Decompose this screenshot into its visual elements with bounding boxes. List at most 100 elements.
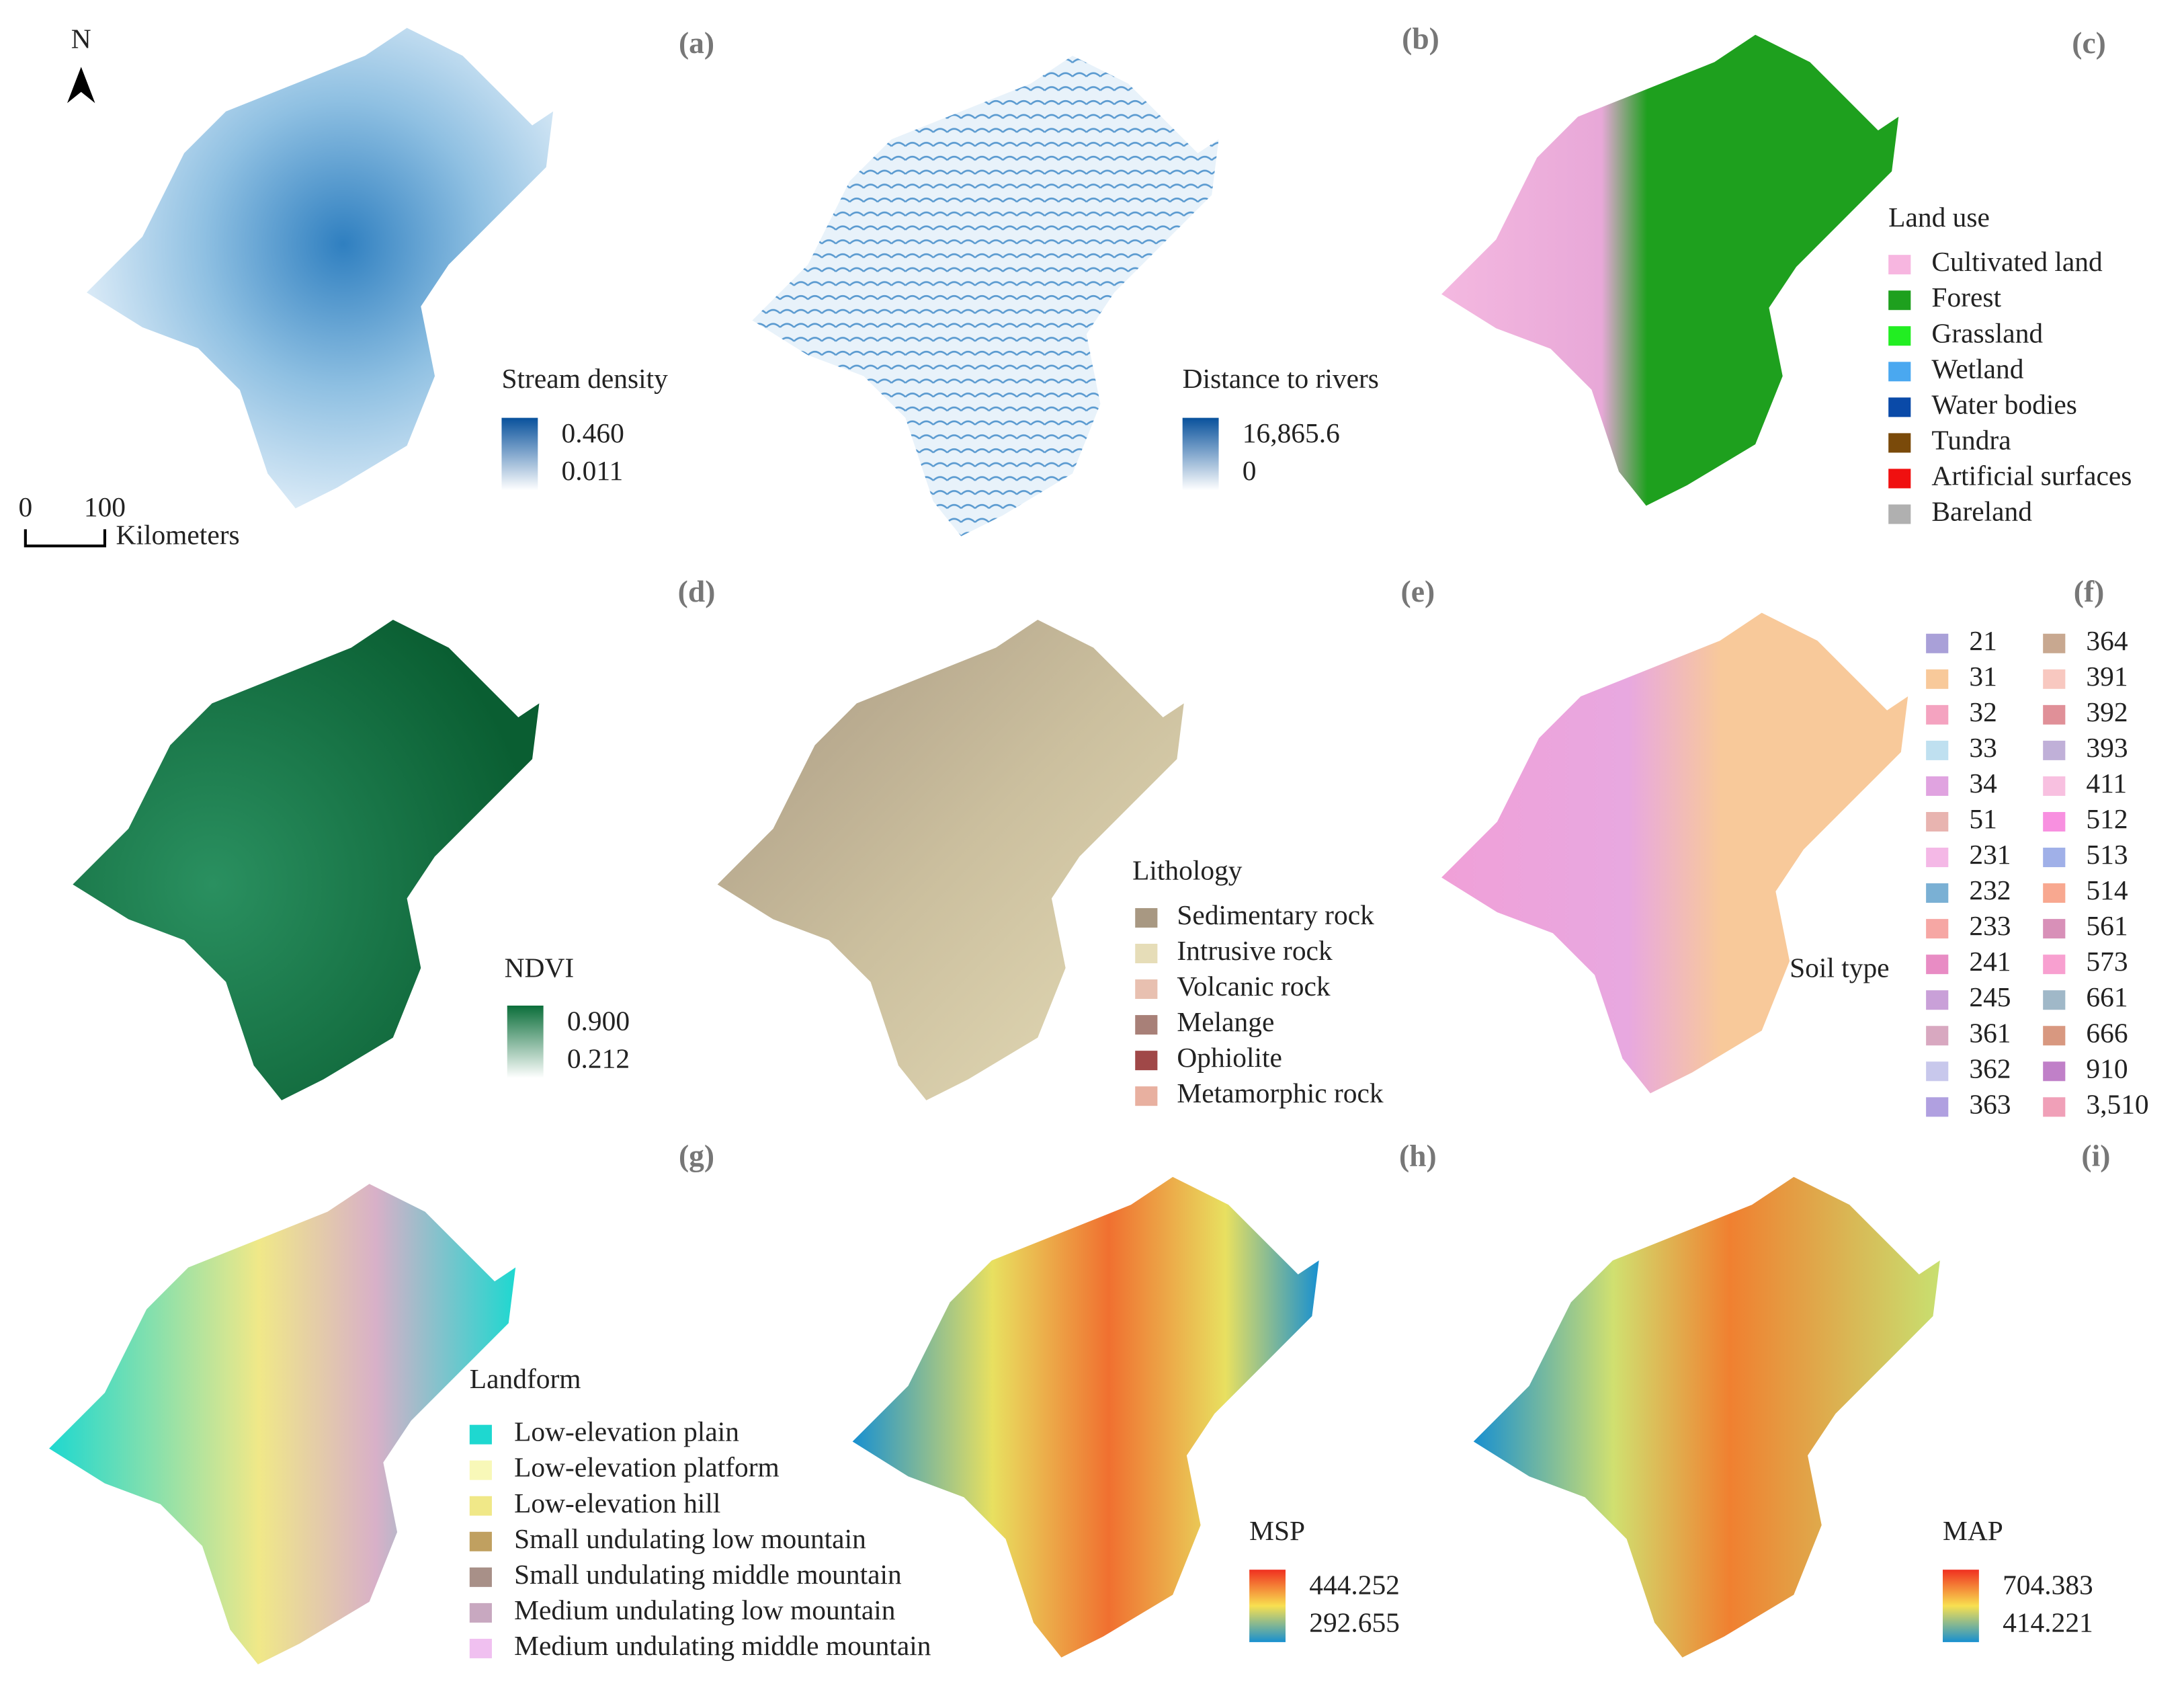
legend-item: 392: [2086, 696, 2128, 727]
legend-swatch: [1926, 955, 1949, 975]
legend-item: 51: [1969, 803, 1997, 834]
legend-item: 364: [2086, 625, 2128, 656]
legend-item: 411: [2086, 768, 2127, 799]
map-area: [73, 620, 540, 1100]
legend-item: Sedimentary rock: [1177, 899, 1374, 930]
color-ramp: [1943, 1570, 1979, 1642]
legend-swatch: [1135, 907, 1158, 928]
legend-item: 666: [2086, 1017, 2128, 1048]
north-label: N: [71, 24, 91, 54]
legend-swatch: [1135, 943, 1158, 964]
legend-swatch: [1926, 1061, 1949, 1082]
legend-item: 513: [2086, 839, 2128, 870]
legend-item: Small undulating low mountain: [514, 1523, 866, 1554]
legend-swatch: [2043, 811, 2066, 832]
legend-max: 16,865.6: [1243, 417, 1340, 448]
legend-item: 231: [1969, 839, 2011, 870]
legend-item: Medium undulating low mountain: [514, 1594, 896, 1625]
legend-title: Stream density: [501, 363, 668, 394]
legend-swatch: [1926, 704, 1949, 725]
legend-swatch: [1926, 883, 1949, 903]
legend-swatch: [1888, 362, 1911, 382]
legend-title: Land use: [1888, 202, 1990, 233]
legend-swatch: [1888, 397, 1911, 417]
legend-item: Metamorphic rock: [1177, 1078, 1384, 1108]
legend-item: Medium undulating middle mountain: [514, 1630, 931, 1661]
legend-max: 704.383: [2003, 1570, 2093, 1600]
legend-item: Melange: [1177, 1006, 1274, 1037]
panel-label: (d): [678, 574, 716, 608]
legend-swatch: [2043, 883, 2066, 903]
map-area: [1441, 34, 1899, 506]
legend-item: 573: [2086, 946, 2128, 977]
map-area: [752, 55, 1219, 536]
legend-swatch: [2043, 990, 2066, 1010]
legend-swatch: [1926, 811, 1949, 832]
legend-swatch: [2043, 776, 2066, 796]
legend-swatch: [1926, 1097, 1949, 1117]
legend-item: Forest: [1931, 282, 2001, 313]
legend-swatch: [1926, 990, 1949, 1010]
legend-item: 514: [2086, 875, 2128, 905]
map-area: [852, 1176, 1319, 1658]
panel-label: (i): [2081, 1138, 2110, 1172]
color-ramp: [1249, 1570, 1286, 1642]
legend-max: 0.460: [562, 417, 624, 448]
panel-label: (b): [1402, 22, 1439, 56]
legend-swatch: [1888, 326, 1911, 346]
legend-swatch: [1926, 776, 1949, 796]
legend-swatch: [2043, 633, 2066, 653]
panel-label: (h): [1399, 1138, 1437, 1172]
legend-swatch: [2043, 740, 2066, 760]
panel-label: (a): [679, 26, 714, 60]
legend-max: 444.252: [1309, 1570, 1400, 1600]
legend-title: NDVI: [505, 953, 575, 983]
map-area: [717, 620, 1184, 1100]
legend-swatch: [1135, 979, 1158, 1000]
map-area: [87, 28, 554, 509]
legend-swatch: [1926, 633, 1949, 653]
legend-swatch: [1888, 255, 1911, 275]
legend-swatch: [2043, 1026, 2066, 1046]
legend-swatch: [469, 1603, 492, 1623]
legend-item: 245: [1969, 981, 2011, 1012]
legend-item: Artificial surfaces: [1931, 460, 2132, 491]
map-area: [1441, 612, 1908, 1094]
legend-item: 363: [1969, 1088, 2011, 1119]
legend-swatch: [1888, 504, 1911, 524]
legend-title: Soil type: [1790, 953, 1890, 983]
legend-swatch: [1135, 1051, 1158, 1071]
scale-start: 0: [18, 491, 32, 522]
legend-swatch: [469, 1460, 492, 1480]
legend-swatch: [469, 1496, 492, 1516]
legend-swatch: [1926, 919, 1949, 939]
legend-swatch: [2043, 704, 2066, 725]
legend-item: 33: [1969, 732, 1997, 763]
legend-item: 34: [1969, 768, 1997, 799]
color-ramp: [507, 1005, 544, 1078]
legend-item: 241: [1969, 946, 2011, 977]
legend-swatch: [2043, 669, 2066, 689]
legend-swatch: [1926, 740, 1949, 760]
legend-title: Distance to rivers: [1183, 363, 1379, 394]
legend-min: 0: [1243, 455, 1257, 486]
legend-item: Low-elevation plain: [514, 1416, 739, 1447]
legend-swatch: [1926, 1026, 1949, 1046]
legend-item: Wetland: [1931, 353, 2023, 384]
legend-max: 0.900: [567, 1005, 630, 1036]
north-arrow: [67, 67, 95, 104]
legend-item: 910: [2086, 1053, 2128, 1084]
legend-title: MSP: [1249, 1515, 1305, 1546]
legend-item: 3,510: [2086, 1088, 2148, 1119]
legend-item: Small undulating middle mountain: [514, 1559, 902, 1590]
panel-label: (e): [1401, 574, 1435, 608]
legend-item: 21: [1969, 625, 1997, 656]
legend-swatch: [469, 1531, 492, 1551]
legend-item: Ophiolite: [1177, 1042, 1282, 1073]
legend-swatch: [469, 1424, 492, 1445]
legend-item: Intrusive rock: [1177, 935, 1333, 966]
map-area: [49, 1184, 516, 1665]
legend-item: Water bodies: [1931, 389, 2076, 419]
legend-swatch: [1135, 1086, 1158, 1106]
